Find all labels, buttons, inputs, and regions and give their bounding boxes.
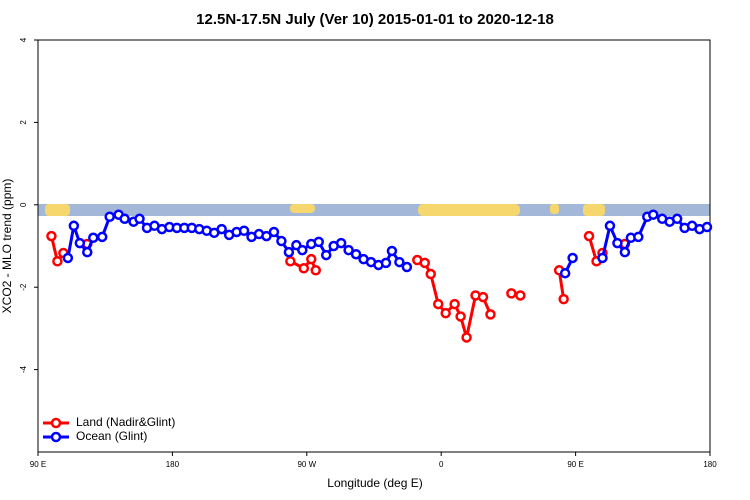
point <box>335 237 347 249</box>
point <box>276 235 287 247</box>
point <box>62 252 74 264</box>
point <box>96 231 108 243</box>
point <box>104 211 115 222</box>
point <box>671 213 683 225</box>
point <box>394 256 405 268</box>
point <box>261 230 272 242</box>
x-tick-label: 0 <box>439 460 444 469</box>
point <box>310 265 322 276</box>
point <box>648 209 659 220</box>
point <box>583 230 595 242</box>
point <box>485 309 496 320</box>
point <box>82 246 93 258</box>
point <box>88 232 99 244</box>
point <box>440 307 451 319</box>
map-strip <box>38 204 710 216</box>
y-axis-label: XCO2 - MLO trend (ppm) <box>0 179 14 314</box>
point <box>515 290 526 301</box>
point <box>604 220 616 232</box>
point <box>285 255 296 267</box>
point <box>68 220 80 232</box>
point <box>633 231 644 243</box>
plot-frame <box>37 39 711 453</box>
x-tick-label: 90 E <box>567 460 583 469</box>
point <box>46 230 57 242</box>
point <box>134 213 145 225</box>
point <box>320 249 332 261</box>
point <box>477 291 489 303</box>
point <box>701 221 713 233</box>
x-tick-label: 90 E <box>30 460 46 469</box>
point <box>506 288 517 299</box>
x-tick-label: 180 <box>166 460 180 469</box>
legend-label: Land (Nadir&Glint) <box>76 415 175 429</box>
point <box>313 236 324 248</box>
legend-label: Ocean (Glint) <box>76 429 147 443</box>
x-axis-label: Longitude (deg E) <box>327 476 422 490</box>
point <box>597 252 608 264</box>
x-tick-label: 180 <box>703 460 717 469</box>
series-line <box>51 236 624 337</box>
point <box>619 246 631 258</box>
point <box>216 223 227 235</box>
point <box>401 261 413 273</box>
point <box>119 213 130 225</box>
point <box>268 226 280 238</box>
point <box>559 267 571 279</box>
point <box>461 332 472 343</box>
point <box>425 268 436 280</box>
point <box>238 225 250 237</box>
y-tick-label: 0 <box>19 202 28 207</box>
legend-marker <box>50 431 62 443</box>
point <box>52 255 63 267</box>
point <box>419 257 431 269</box>
point <box>343 244 354 256</box>
point <box>283 246 295 258</box>
point <box>455 311 466 322</box>
y-tick-label: 4 <box>19 37 28 42</box>
point <box>297 244 308 256</box>
y-tick-label: 2 <box>19 120 28 125</box>
point <box>567 252 578 264</box>
point <box>386 245 398 257</box>
point <box>380 257 392 269</box>
point <box>558 293 569 305</box>
y-tick-label: -4 <box>19 365 28 373</box>
point <box>612 237 623 249</box>
chart-title: 12.5N-17.5N July (Ver 10) 2015-01-01 to … <box>196 11 554 28</box>
point <box>298 262 310 274</box>
legend-marker <box>50 417 62 429</box>
point <box>432 298 444 310</box>
x-tick-label: 90 W <box>297 460 316 469</box>
y-tick-label: -2 <box>19 283 28 291</box>
point <box>350 248 362 260</box>
point <box>449 298 460 310</box>
point <box>306 253 317 265</box>
point <box>74 237 86 249</box>
